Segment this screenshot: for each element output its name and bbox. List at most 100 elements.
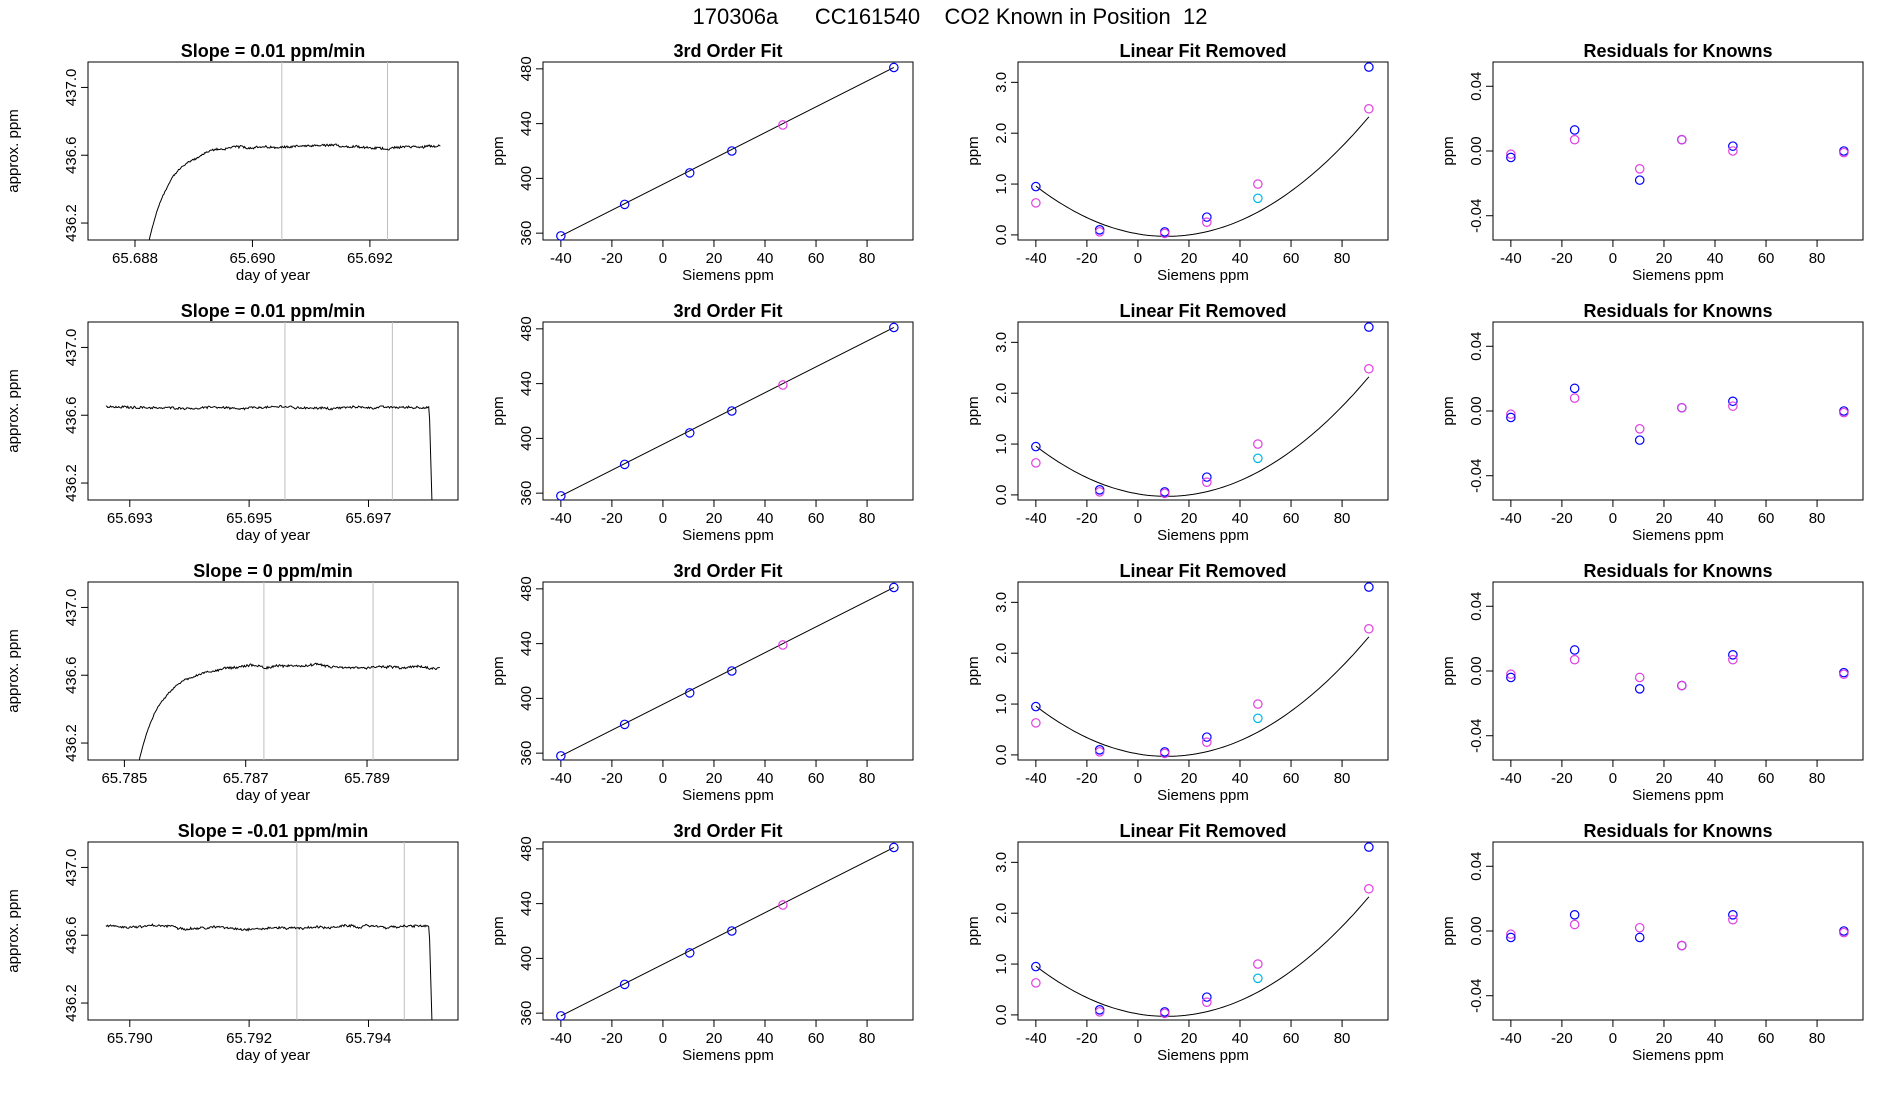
x-tick-label: -20: [1076, 1030, 1098, 1047]
y-tick-label: 1.0: [993, 174, 1010, 195]
data-point: [684, 688, 695, 698]
x-tick-label: 20: [1181, 250, 1198, 267]
data-point: [556, 1011, 566, 1021]
plot-frame: [1017, 841, 1389, 1021]
x-tick-label: -40: [550, 510, 572, 527]
data-point: [619, 979, 630, 990]
x-tick-label: 20: [1181, 1030, 1198, 1047]
data-point: [1253, 973, 1263, 984]
series-trace: [148, 143, 441, 240]
data-point: [684, 428, 695, 438]
x-axis-label: Siemens ppm: [1632, 1047, 1724, 1064]
x-tick-label: 40: [1232, 510, 1249, 527]
data-point: [1634, 175, 1645, 185]
y-axis-label: approx. ppm: [5, 369, 22, 452]
plot-frame: [87, 581, 459, 761]
data-point: [1569, 383, 1580, 394]
data-point: [1728, 396, 1738, 407]
x-tick-label: 0: [659, 1030, 667, 1047]
x-tick-label: 40: [1707, 1030, 1724, 1047]
data-point: [1094, 487, 1105, 497]
data-point: [1253, 699, 1263, 709]
x-tick-label: 80: [1809, 510, 1826, 527]
data-point: [1031, 978, 1041, 988]
x-tick-label: 40: [1707, 250, 1724, 267]
x-tick-label: 80: [859, 770, 876, 787]
x-tick-label: 0: [1609, 510, 1617, 527]
x-tick-label: 65.692: [347, 250, 393, 267]
panel-title: 3rd Order Fit: [673, 41, 782, 61]
panel-title: Residuals for Knowns: [1583, 561, 1772, 581]
x-tick-label: 20: [1656, 770, 1673, 787]
data-point: [1094, 1005, 1105, 1015]
x-tick-label: 65.697: [346, 510, 392, 527]
data-point: [1031, 701, 1041, 712]
x-tick-label: -20: [1551, 1030, 1573, 1047]
x-axis-label: day of year: [236, 1047, 310, 1064]
x-axis-label: Siemens ppm: [1157, 267, 1249, 284]
y-tick-label: 480: [518, 316, 535, 341]
x-tick-label: -20: [601, 510, 623, 527]
x-axis-label: Siemens ppm: [1157, 787, 1249, 804]
data-point: [1364, 623, 1374, 634]
data-point: [1506, 932, 1516, 943]
data-point: [1031, 181, 1041, 192]
y-tick-label: 436.6: [63, 136, 80, 174]
x-tick-label: -40: [1025, 770, 1047, 787]
panel-title: Residuals for Knowns: [1583, 301, 1772, 321]
plot-frame: [1017, 321, 1389, 501]
x-tick-label: 40: [757, 250, 774, 267]
x-tick-label: -20: [1076, 250, 1098, 267]
fit-curve: [1035, 636, 1370, 757]
x-tick-label: -40: [550, 1030, 572, 1047]
y-axis-label: approx. ppm: [5, 109, 22, 192]
y-tick-label: 400: [518, 426, 535, 451]
data-point: [1253, 439, 1263, 449]
y-tick-label: 440: [518, 111, 535, 136]
data-point: [619, 459, 630, 470]
x-tick-label: 80: [859, 1030, 876, 1047]
y-tick-label: -0.04: [1468, 979, 1485, 1013]
y-tick-label: 437.0: [63, 589, 80, 627]
data-point: [556, 231, 566, 241]
x-tick-label: 60: [1283, 1030, 1300, 1047]
data-point: [1569, 919, 1580, 930]
data-point: [1094, 747, 1105, 757]
x-tick-label: 20: [1181, 510, 1198, 527]
x-tick-label: 60: [1283, 250, 1300, 267]
plot-frame: [542, 841, 914, 1021]
x-tick-label: -20: [1076, 770, 1098, 787]
data-point: [1094, 485, 1105, 495]
data-point: [1728, 650, 1738, 660]
data-point: [1364, 363, 1374, 374]
y-tick-label: 0.0: [993, 744, 1010, 765]
data-point: [1569, 393, 1580, 403]
y-axis-label: ppm: [490, 396, 507, 425]
data-point: [1253, 713, 1263, 724]
data-point: [1634, 423, 1645, 434]
y-tick-label: 0.04: [1468, 852, 1485, 881]
x-tick-label: 60: [808, 510, 825, 527]
data-point: [1159, 228, 1170, 239]
x-tick-label: 60: [1758, 510, 1775, 527]
plot-frame: [1492, 321, 1864, 501]
y-tick-label: 436.2: [63, 204, 80, 242]
y-tick-label: 436.6: [63, 656, 80, 694]
data-point: [1094, 225, 1105, 235]
x-tick-label: 80: [859, 250, 876, 267]
panel-title: Residuals for Knowns: [1583, 821, 1772, 841]
x-tick-label: 80: [1334, 770, 1351, 787]
x-tick-label: -40: [1500, 770, 1522, 787]
x-tick-label: 60: [1758, 770, 1775, 787]
x-tick-label: 0: [1134, 510, 1142, 527]
plot-frame: [1017, 61, 1389, 241]
data-point: [1159, 748, 1170, 759]
panel-title: Linear Fit Removed: [1119, 301, 1286, 321]
x-axis-label: Siemens ppm: [1157, 1047, 1249, 1064]
x-tick-label: 80: [1809, 1030, 1826, 1047]
data-point: [1031, 718, 1041, 728]
panel-title: 3rd Order Fit: [673, 561, 782, 581]
data-point: [778, 900, 788, 910]
x-tick-label: 0: [1134, 770, 1142, 787]
y-axis-label: ppm: [490, 656, 507, 685]
